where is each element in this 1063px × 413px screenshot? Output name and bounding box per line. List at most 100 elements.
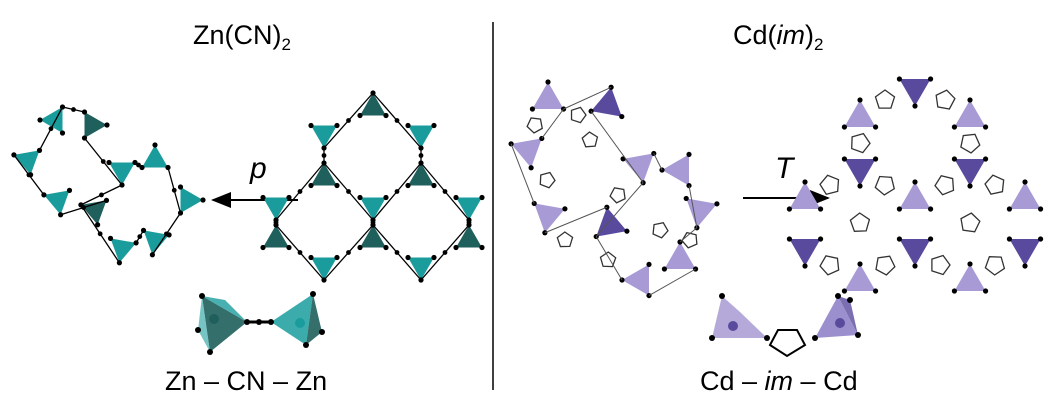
- atom: [66, 187, 73, 193]
- atom: [405, 254, 411, 261]
- left-caption: Zn – CN – Zn: [165, 366, 327, 397]
- atom: [137, 234, 143, 240]
- imidazolate-ring: [652, 221, 669, 239]
- atom: [967, 97, 973, 103]
- atom: [346, 250, 351, 255]
- atom: [104, 122, 110, 128]
- atom: [442, 189, 448, 194]
- atom: [260, 194, 266, 201]
- tetrahedron: [13, 150, 40, 175]
- atom: [383, 112, 389, 119]
- atom: [802, 263, 808, 269]
- atom: [334, 182, 340, 189]
- bond: [648, 268, 696, 297]
- left-caption-sep1: –: [196, 366, 227, 396]
- tetrahedron: [142, 145, 168, 168]
- atom: [1006, 236, 1013, 242]
- tetrahedron: [899, 182, 931, 209]
- atom: [927, 236, 934, 242]
- tetrahedron: [43, 190, 70, 215]
- atom: [321, 153, 327, 158]
- bond: [653, 153, 663, 171]
- imidazolate-ring: [960, 133, 981, 154]
- imidazolate-ring: [581, 131, 599, 148]
- bond: [541, 108, 564, 139]
- tetrahedron: [109, 162, 135, 185]
- imidazolate-ring: [681, 231, 698, 249]
- tetrahedron: [789, 239, 821, 266]
- tetrahedron: [534, 203, 565, 233]
- atom: [177, 184, 184, 190]
- atom: [1022, 179, 1028, 185]
- atom: [857, 97, 863, 103]
- atom: [951, 288, 958, 294]
- atom: [872, 124, 879, 130]
- tetrahedron: [408, 163, 434, 186]
- atom: [1037, 206, 1044, 212]
- imidazolate-ring: [984, 174, 1005, 195]
- left-caption-linker: CN: [226, 366, 266, 396]
- atom: [646, 261, 652, 268]
- tetrahedron: [263, 197, 289, 220]
- tetrahedron: [789, 182, 821, 209]
- atom: [164, 231, 169, 237]
- imidazolate-ring: [849, 212, 871, 232]
- atom: [334, 122, 340, 129]
- atom: [817, 206, 824, 212]
- atom: [431, 182, 437, 189]
- atom: [562, 206, 568, 212]
- zn-distorted-network: [11, 104, 206, 266]
- imidazolate-ring: [875, 255, 896, 276]
- atom: [508, 141, 514, 147]
- atom: [896, 236, 903, 242]
- imidazolate-ring: [960, 212, 981, 233]
- atom: [967, 261, 973, 267]
- temperature-label: T: [775, 152, 794, 185]
- atom: [528, 165, 534, 171]
- tetrahedron: [263, 225, 289, 248]
- atom: [442, 250, 448, 255]
- imidazolate-ring: [984, 256, 1006, 276]
- bond: [510, 143, 535, 204]
- tetrahedron: [662, 154, 689, 186]
- tetrahedron: [311, 163, 337, 186]
- tetrahedron: [622, 264, 649, 296]
- atom: [802, 179, 808, 185]
- atom: [394, 118, 400, 123]
- atom: [896, 76, 903, 82]
- atom: [912, 103, 918, 109]
- bond: [679, 227, 698, 243]
- atom: [1006, 206, 1013, 212]
- atom: [927, 206, 934, 212]
- tetrahedron: [844, 100, 876, 127]
- left-caption-metal2: Zn: [295, 366, 328, 396]
- atom: [479, 194, 485, 201]
- atom: [152, 142, 158, 148]
- tetrahedron: [596, 207, 627, 237]
- atom: [97, 231, 103, 237]
- bond: [595, 182, 644, 237]
- atom: [106, 159, 112, 166]
- atom: [1022, 263, 1028, 269]
- tetrahedron: [686, 198, 717, 228]
- right-panel-title: Cd(im)2: [733, 20, 823, 55]
- right-caption: Cd – im – Cd: [700, 366, 858, 397]
- imidazolate-ring: [539, 171, 556, 189]
- tetrahedron: [664, 242, 696, 269]
- atom: [927, 76, 934, 82]
- atom: [661, 266, 668, 272]
- atom: [967, 183, 973, 189]
- tetrahedron: [844, 159, 876, 186]
- right-caption-linker: im: [764, 366, 794, 396]
- atom: [273, 220, 279, 225]
- atom: [136, 162, 141, 168]
- atom: [346, 189, 351, 194]
- atom: [383, 194, 389, 201]
- right-caption-sep2: –: [793, 366, 824, 396]
- tetrahedron: [311, 257, 337, 280]
- atom: [841, 124, 848, 130]
- tetrahedron: [360, 93, 386, 116]
- right-title-main: Cd(: [733, 20, 777, 50]
- atom: [619, 113, 625, 120]
